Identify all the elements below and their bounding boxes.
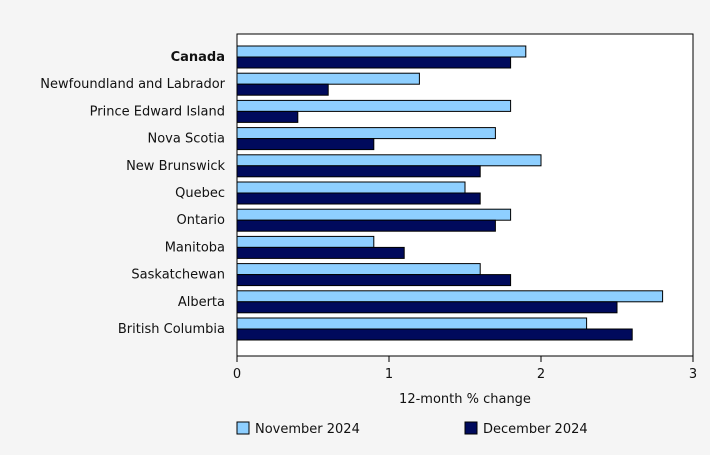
- legend-swatch-november-2024: [236, 421, 250, 435]
- bar-saskatchewan-december-2024: [236, 274, 512, 287]
- bar-quebec-november-2024: [236, 181, 466, 194]
- bar-manitoba-december-2024: [236, 246, 405, 259]
- x-tick-label-2: 2: [537, 367, 545, 382]
- bar-newfoundland-and-labrador-november-2024: [236, 72, 420, 85]
- category-label-canada: Canada: [171, 50, 225, 65]
- bar-prince-edward-island-november-2024: [236, 99, 512, 112]
- x-tick-label-0: 0: [233, 367, 241, 382]
- bars-layer: [236, 34, 664, 356]
- legend-label-november-2024: November 2024: [255, 422, 360, 437]
- category-label-nova-scotia: Nova Scotia: [148, 132, 226, 147]
- category-labels: Canada Newfoundland and Labrador Prince Ed…: [40, 50, 225, 337]
- bar-alberta-november-2024: [236, 290, 664, 303]
- category-label-british-columbia: British Columbia: [118, 322, 225, 337]
- bar-newfoundland-and-labrador-december-2024: [236, 83, 329, 96]
- category-label-ontario: Ontario: [177, 213, 225, 228]
- bar-prince-edward-island-december-2024: [236, 110, 299, 123]
- x-tick-label-1: 1: [385, 367, 393, 382]
- legend: November 2024 December 2024: [236, 421, 588, 437]
- category-label-alberta: Alberta: [178, 295, 225, 310]
- category-label-newfoundland-and-labrador: Newfoundland and Labrador: [40, 77, 225, 92]
- bar-quebec-december-2024: [236, 192, 481, 205]
- bar-new-brunswick-november-2024: [236, 154, 542, 167]
- bar-british-columbia-december-2024: [236, 328, 633, 341]
- category-label-saskatchewan: Saskatchewan: [131, 268, 225, 283]
- bar-nova-scotia-november-2024: [236, 127, 496, 140]
- bar-manitoba-november-2024: [236, 235, 375, 248]
- category-label-new-brunswick: New Brunswick: [126, 159, 225, 174]
- bar-saskatchewan-november-2024: [236, 263, 481, 276]
- bar-new-brunswick-december-2024: [236, 165, 481, 178]
- x-axis-ticks: 0 1 2 3: [233, 356, 697, 382]
- category-label-prince-edward-island: Prince Edward Island: [90, 104, 225, 119]
- bar-british-columbia-november-2024: [236, 317, 588, 330]
- x-axis-title: 12-month % change: [399, 392, 531, 407]
- category-label-manitoba: Manitoba: [165, 240, 225, 255]
- bar-canada-november-2024: [236, 45, 527, 58]
- legend-label-december-2024: December 2024: [483, 422, 588, 437]
- x-tick-label-3: 3: [689, 367, 697, 382]
- legend-swatch-december-2024: [464, 421, 478, 435]
- bar-nova-scotia-december-2024: [236, 138, 375, 151]
- bar-ontario-november-2024: [236, 208, 512, 221]
- category-label-quebec: Quebec: [175, 186, 225, 201]
- bar-canada-december-2024: [236, 56, 512, 69]
- bar-ontario-december-2024: [236, 219, 496, 232]
- bar-alberta-december-2024: [236, 301, 618, 314]
